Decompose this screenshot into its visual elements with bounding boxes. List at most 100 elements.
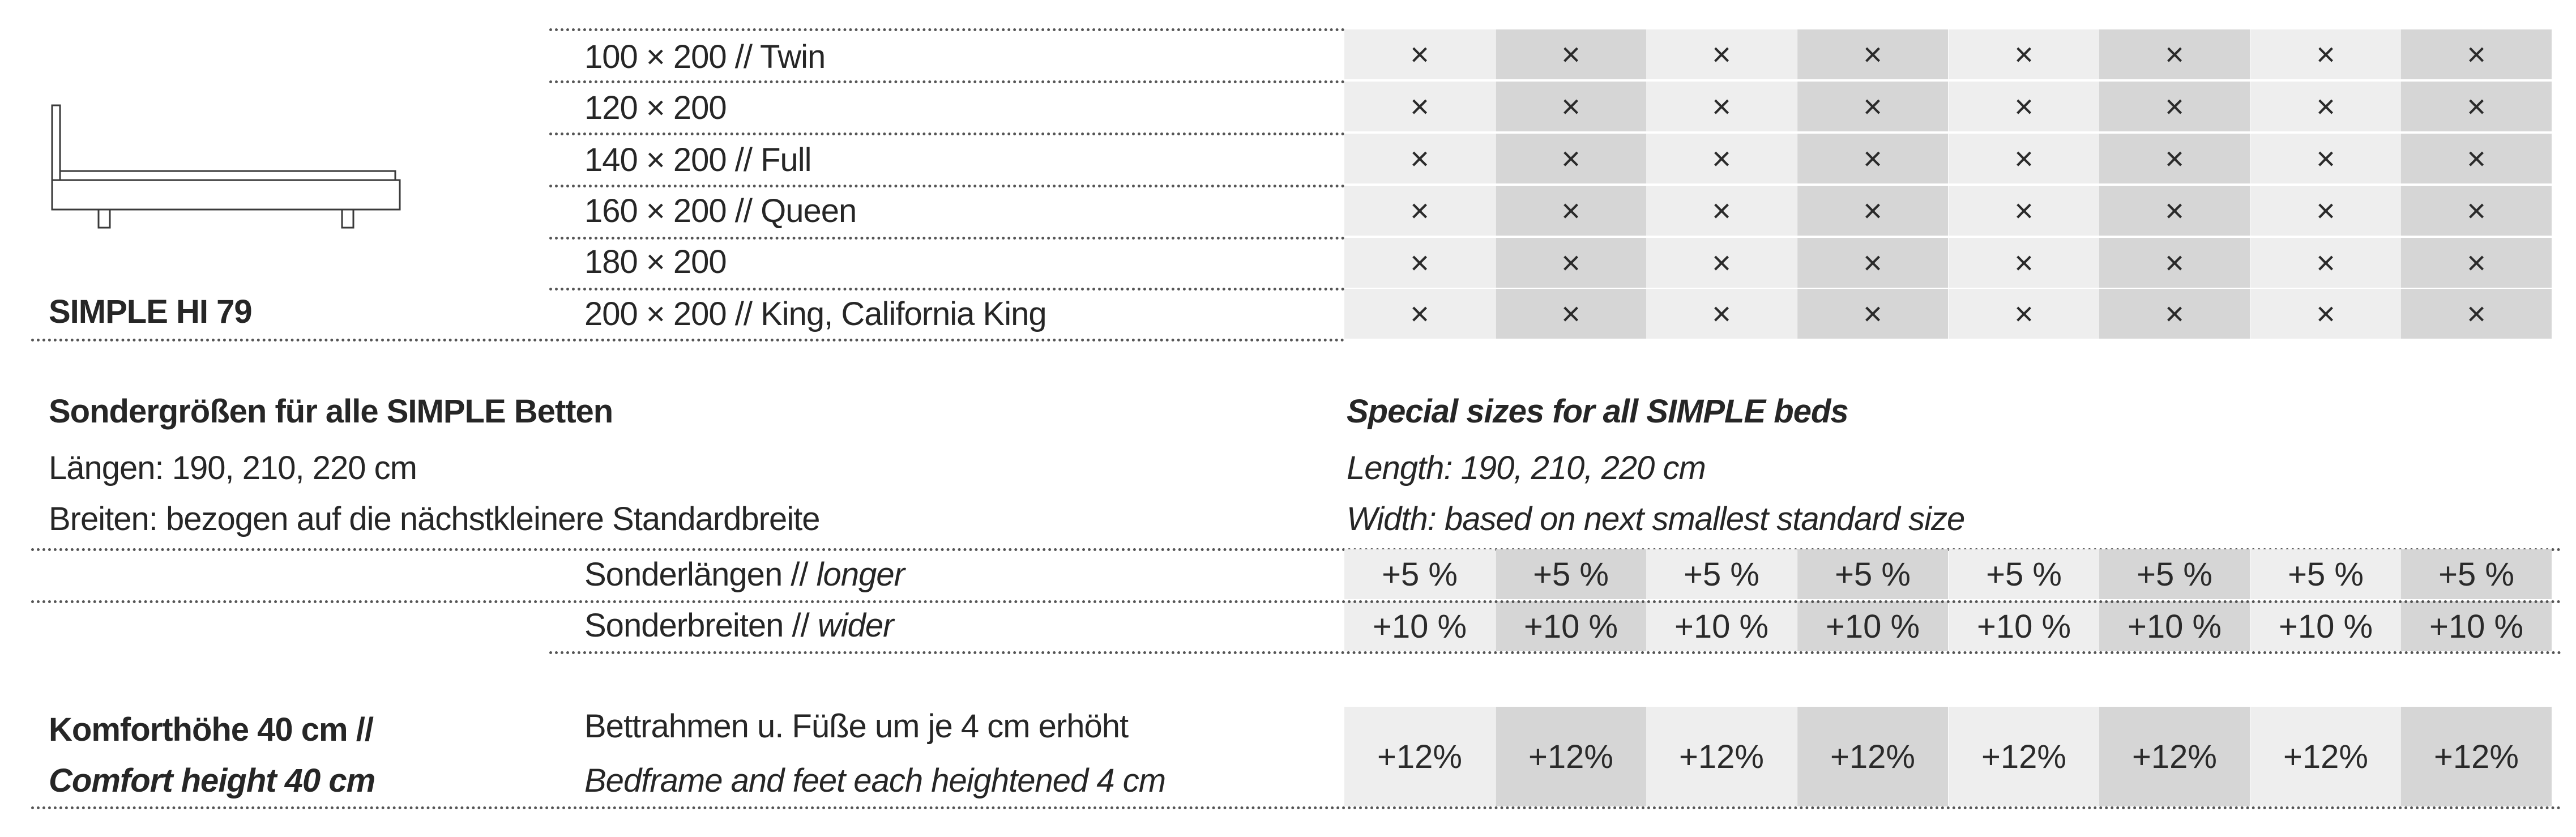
surcharge-value-cell: +10 % (1344, 601, 1495, 651)
row-divider (549, 133, 1345, 135)
comfort-value-cell: +12% (1646, 707, 1797, 806)
size-label: 200 × 200 // King, California King (584, 296, 1047, 332)
comfort-value-cell: +12% (2250, 707, 2401, 806)
section-divider (31, 548, 2562, 551)
row-divider (549, 651, 2562, 654)
size-mark-cell: × (1344, 29, 1495, 79)
size-mark-cell: × (2099, 82, 2250, 131)
comfort-value-cell: +12% (2099, 707, 2250, 806)
row-divider (31, 600, 2562, 603)
surcharge-value-cell: +5 % (2099, 549, 2250, 599)
size-mark-cell: × (1949, 29, 2099, 79)
comfort-title-en: Comfort height 40 cm (49, 762, 375, 799)
size-mark-cell: × (1496, 238, 1646, 288)
size-mark-cell: × (1797, 29, 1948, 79)
surcharge-label-en: wider (817, 607, 894, 644)
model-name: SIMPLE HI 79 (49, 293, 253, 330)
size-mark-cell: × (2250, 82, 2401, 131)
comfort-value-cell: +12% (1949, 707, 2099, 806)
row-divider (549, 185, 1345, 187)
size-mark-cell: × (1344, 238, 1495, 288)
special-sizes-width-en: Width: based on next smallest standard s… (1347, 501, 1965, 537)
size-mark-cell: × (1949, 289, 2099, 339)
size-label: 180 × 200 (584, 244, 727, 280)
surcharge-value-cell: +5 % (1646, 549, 1797, 599)
row-divider (549, 237, 1345, 240)
surcharge-value-cell: +5 % (1344, 549, 1495, 599)
comfort-value-cell: +12% (2401, 707, 2552, 806)
surcharge-value-cell: +5 % (2401, 549, 2552, 599)
surcharge-value-cell: +10 % (1646, 601, 1797, 651)
surcharge-value-cell: +10 % (1496, 601, 1646, 651)
size-mark-cell: × (2099, 186, 2250, 236)
comfort-desc-en: Bedframe and feet each heightened 4 cm (584, 762, 1166, 799)
size-mark-cell: × (2250, 134, 2401, 183)
size-mark-cell: × (2401, 186, 2552, 236)
size-mark-cell: × (1344, 134, 1495, 183)
size-mark-cell: × (2250, 29, 2401, 79)
size-mark-cell: × (1949, 186, 2099, 236)
size-mark-cell: × (1496, 29, 1646, 79)
size-mark-cell: × (1646, 29, 1797, 79)
size-mark-cell: × (1646, 289, 1797, 339)
surcharge-value-cell: +10 % (2401, 601, 2552, 651)
comfort-title-de: Komforthöhe 40 cm // (49, 711, 374, 748)
size-mark-cell: × (1496, 186, 1646, 236)
section-divider (31, 339, 1345, 341)
size-mark-cell: × (2401, 134, 2552, 183)
size-mark-cell: × (1496, 82, 1646, 131)
special-sizes-title-en: Special sizes for all SIMPLE beds (1347, 393, 1849, 430)
size-mark-cell: × (1949, 238, 2099, 288)
surcharge-value-cell: +10 % (2099, 601, 2250, 651)
surcharge-value-cell: +5 % (2250, 549, 2401, 599)
size-mark-cell: × (2250, 238, 2401, 288)
size-label: 140 × 200 // Full (584, 142, 812, 178)
size-mark-cell: × (2250, 186, 2401, 236)
surcharge-label-en: longer (816, 556, 905, 593)
size-mark-cell: × (1344, 82, 1495, 131)
special-sizes-length-en: Length: 190, 210, 220 cm (1347, 450, 1706, 486)
size-mark-cell: × (2401, 238, 2552, 288)
size-mark-cell: × (1646, 238, 1797, 288)
special-sizes-width-de: Breiten: bezogen auf die nächstkleinere … (49, 501, 821, 537)
size-mark-cell: × (1949, 134, 2099, 183)
size-mark-cell: × (1496, 289, 1646, 339)
surcharge-label: Sonderlängen // longer (584, 556, 905, 593)
comfort-value-cell: +12% (1797, 707, 1948, 806)
special-sizes-title-de: Sondergrößen für alle SIMPLE Betten (49, 393, 613, 430)
size-mark-cell: × (1344, 289, 1495, 339)
size-mark-cell: × (1797, 134, 1948, 183)
surcharge-value-cell: +5 % (1797, 549, 1948, 599)
size-mark-cell: × (1797, 82, 1948, 131)
surcharge-value-cell: +10 % (1949, 601, 2099, 651)
size-mark-cell: × (1646, 134, 1797, 183)
size-mark-cell: × (1797, 186, 1948, 236)
row-divider (549, 80, 1345, 83)
size-mark-cell: × (1496, 134, 1646, 183)
size-mark-cell: × (2099, 134, 2250, 183)
surcharge-value-cell: +10 % (1797, 601, 1948, 651)
comfort-value-cell: +12% (1496, 707, 1646, 806)
size-mark-cell: × (2099, 238, 2250, 288)
surcharge-value-cell: +5 % (1496, 549, 1646, 599)
size-mark-cell: × (1646, 82, 1797, 131)
size-mark-cell: × (1797, 289, 1948, 339)
size-mark-cell: × (1344, 186, 1495, 236)
size-label: 100 × 200 // Twin (584, 39, 826, 75)
section-divider (31, 806, 2562, 809)
size-label: 120 × 200 (584, 89, 727, 126)
comfort-desc-de: Bettrahmen u. Füße um je 4 cm erhöht (584, 708, 1129, 745)
special-sizes-length-de: Längen: 190, 210, 220 cm (49, 450, 417, 486)
row-divider (549, 288, 1345, 291)
size-mark-cell: × (1949, 82, 2099, 131)
size-mark-cell: × (2099, 289, 2250, 339)
surcharge-label-de: Sonderlängen // (584, 556, 809, 593)
size-mark-cell: × (1797, 238, 1948, 288)
size-mark-cell: × (2401, 289, 2552, 339)
size-mark-cell: × (2401, 29, 2552, 79)
row-divider (549, 28, 1345, 31)
surcharge-value-cell: +5 % (1949, 549, 2099, 599)
size-label: 160 × 200 // Queen (584, 193, 857, 229)
size-mark-cell: × (2401, 82, 2552, 131)
size-mark-cell: × (2250, 289, 2401, 339)
